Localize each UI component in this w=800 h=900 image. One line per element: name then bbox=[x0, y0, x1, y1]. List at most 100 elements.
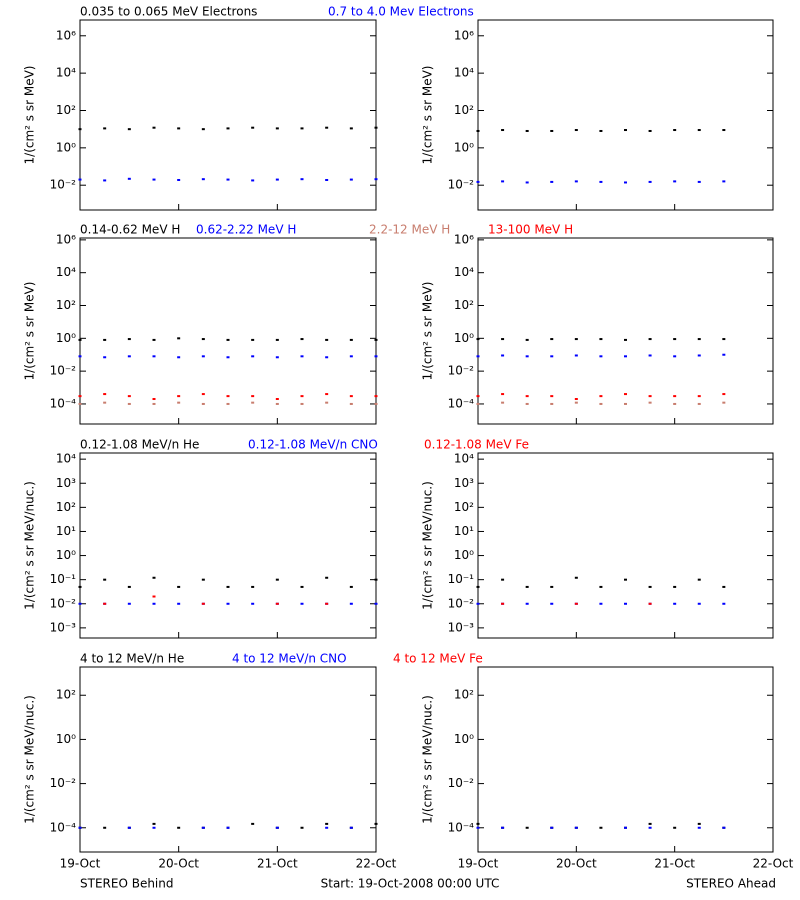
legend-entry: 0.14-0.62 MeV H bbox=[80, 223, 180, 237]
y-axis-label: 1/(cm² s sr MeV/nuc.) bbox=[23, 481, 37, 610]
data-point bbox=[574, 338, 578, 341]
data-point bbox=[325, 393, 329, 396]
data-point bbox=[624, 181, 627, 184]
data-point bbox=[325, 401, 329, 404]
y-tick-label: 10⁰ bbox=[56, 331, 76, 345]
data-point bbox=[349, 178, 353, 181]
y-axis-label: 1/(cm² s sr MeV/nuc.) bbox=[23, 695, 37, 824]
data-point bbox=[624, 402, 627, 405]
plot-frame bbox=[79, 19, 377, 211]
data-point bbox=[476, 129, 480, 132]
data-point bbox=[476, 402, 480, 405]
data-point bbox=[300, 395, 304, 398]
y-tick-label: 10⁶ bbox=[56, 232, 76, 246]
data-point bbox=[599, 602, 603, 605]
legend-entry: 4 to 12 MeV/n CNO bbox=[232, 652, 347, 666]
y-tick-label: 10⁶ bbox=[56, 28, 76, 42]
data-point bbox=[525, 338, 529, 341]
data-point bbox=[648, 395, 652, 398]
data-point bbox=[177, 401, 181, 404]
data-point bbox=[574, 401, 578, 404]
data-point bbox=[476, 180, 480, 183]
data-point bbox=[374, 578, 378, 581]
data-point bbox=[673, 180, 677, 183]
data-point bbox=[177, 356, 181, 359]
data-point bbox=[226, 602, 230, 605]
data-point bbox=[78, 585, 82, 588]
data-point bbox=[325, 826, 329, 829]
data-point bbox=[226, 127, 230, 130]
data-point bbox=[226, 395, 230, 398]
legend-entry: 0.12-1.08 MeV/n He bbox=[80, 438, 199, 452]
data-point bbox=[525, 402, 529, 405]
data-point bbox=[624, 393, 627, 396]
data-point bbox=[103, 393, 107, 396]
data-point bbox=[525, 129, 529, 132]
data-point bbox=[251, 126, 255, 129]
data-point bbox=[599, 129, 603, 132]
y-tick-label: 10⁴ bbox=[454, 452, 474, 466]
data-point bbox=[201, 178, 205, 181]
data-point bbox=[574, 576, 578, 579]
data-point bbox=[349, 585, 353, 588]
data-point bbox=[648, 354, 652, 357]
x-tick-label: 19-Oct bbox=[458, 857, 499, 871]
y-tick-label: 10⁶ bbox=[454, 232, 474, 246]
data-point bbox=[624, 338, 627, 341]
data-point bbox=[624, 578, 627, 581]
data-point bbox=[300, 585, 304, 588]
y-tick-label: 10² bbox=[56, 298, 76, 312]
data-point bbox=[152, 178, 156, 181]
data-point bbox=[525, 181, 529, 184]
legend-entry: 4 to 12 MeV Fe bbox=[393, 652, 483, 666]
data-point bbox=[152, 602, 156, 605]
data-point bbox=[127, 826, 131, 829]
data-point bbox=[226, 402, 230, 405]
y-tick-label: 10⁻² bbox=[448, 776, 475, 790]
data-point bbox=[697, 402, 701, 405]
y-tick-label: 10⁻⁴ bbox=[50, 820, 77, 834]
data-point bbox=[599, 826, 603, 829]
data-point bbox=[201, 402, 205, 405]
y-tick-label: 10⁻² bbox=[50, 364, 77, 378]
plot-frame bbox=[477, 666, 774, 853]
data-point bbox=[152, 126, 156, 129]
x-tick-label: 19-Oct bbox=[60, 857, 101, 871]
data-point bbox=[251, 401, 255, 404]
data-point bbox=[697, 395, 701, 398]
data-point bbox=[550, 602, 554, 605]
data-point bbox=[152, 338, 156, 341]
data-point bbox=[599, 585, 603, 588]
data-point bbox=[574, 602, 578, 605]
data-point bbox=[673, 395, 677, 398]
x-tick-label: 22-Oct bbox=[753, 857, 794, 871]
legend-entry: 13-100 MeV H bbox=[488, 223, 573, 237]
data-point bbox=[476, 826, 480, 829]
y-tick-label: 10⁰ bbox=[454, 548, 474, 562]
data-point bbox=[152, 822, 156, 825]
y-tick-label: 10⁻⁴ bbox=[50, 396, 77, 410]
data-point bbox=[648, 338, 652, 341]
data-point bbox=[201, 602, 205, 605]
data-point bbox=[501, 180, 505, 183]
data-point bbox=[599, 355, 603, 358]
data-point bbox=[127, 128, 131, 131]
data-point bbox=[300, 178, 304, 181]
data-point bbox=[697, 826, 701, 829]
y-axis-label: 1/(cm² s sr MeV) bbox=[23, 66, 37, 165]
data-point bbox=[300, 826, 304, 829]
data-point bbox=[78, 178, 82, 181]
data-point bbox=[501, 354, 505, 357]
y-tick-label: 10² bbox=[56, 103, 76, 117]
data-point bbox=[374, 178, 378, 181]
y-axis-label: 1/(cm² s sr MeV) bbox=[421, 66, 435, 165]
y-axis-label: 1/(cm² s sr MeV/nuc.) bbox=[421, 695, 435, 824]
data-point bbox=[722, 180, 726, 183]
legend-entry: 0.035 to 0.065 MeV Electrons bbox=[80, 5, 257, 19]
data-point bbox=[574, 826, 578, 829]
data-point bbox=[673, 826, 677, 829]
x-tick-label: 21-Oct bbox=[654, 857, 695, 871]
data-point bbox=[349, 602, 353, 605]
data-point bbox=[275, 398, 279, 401]
